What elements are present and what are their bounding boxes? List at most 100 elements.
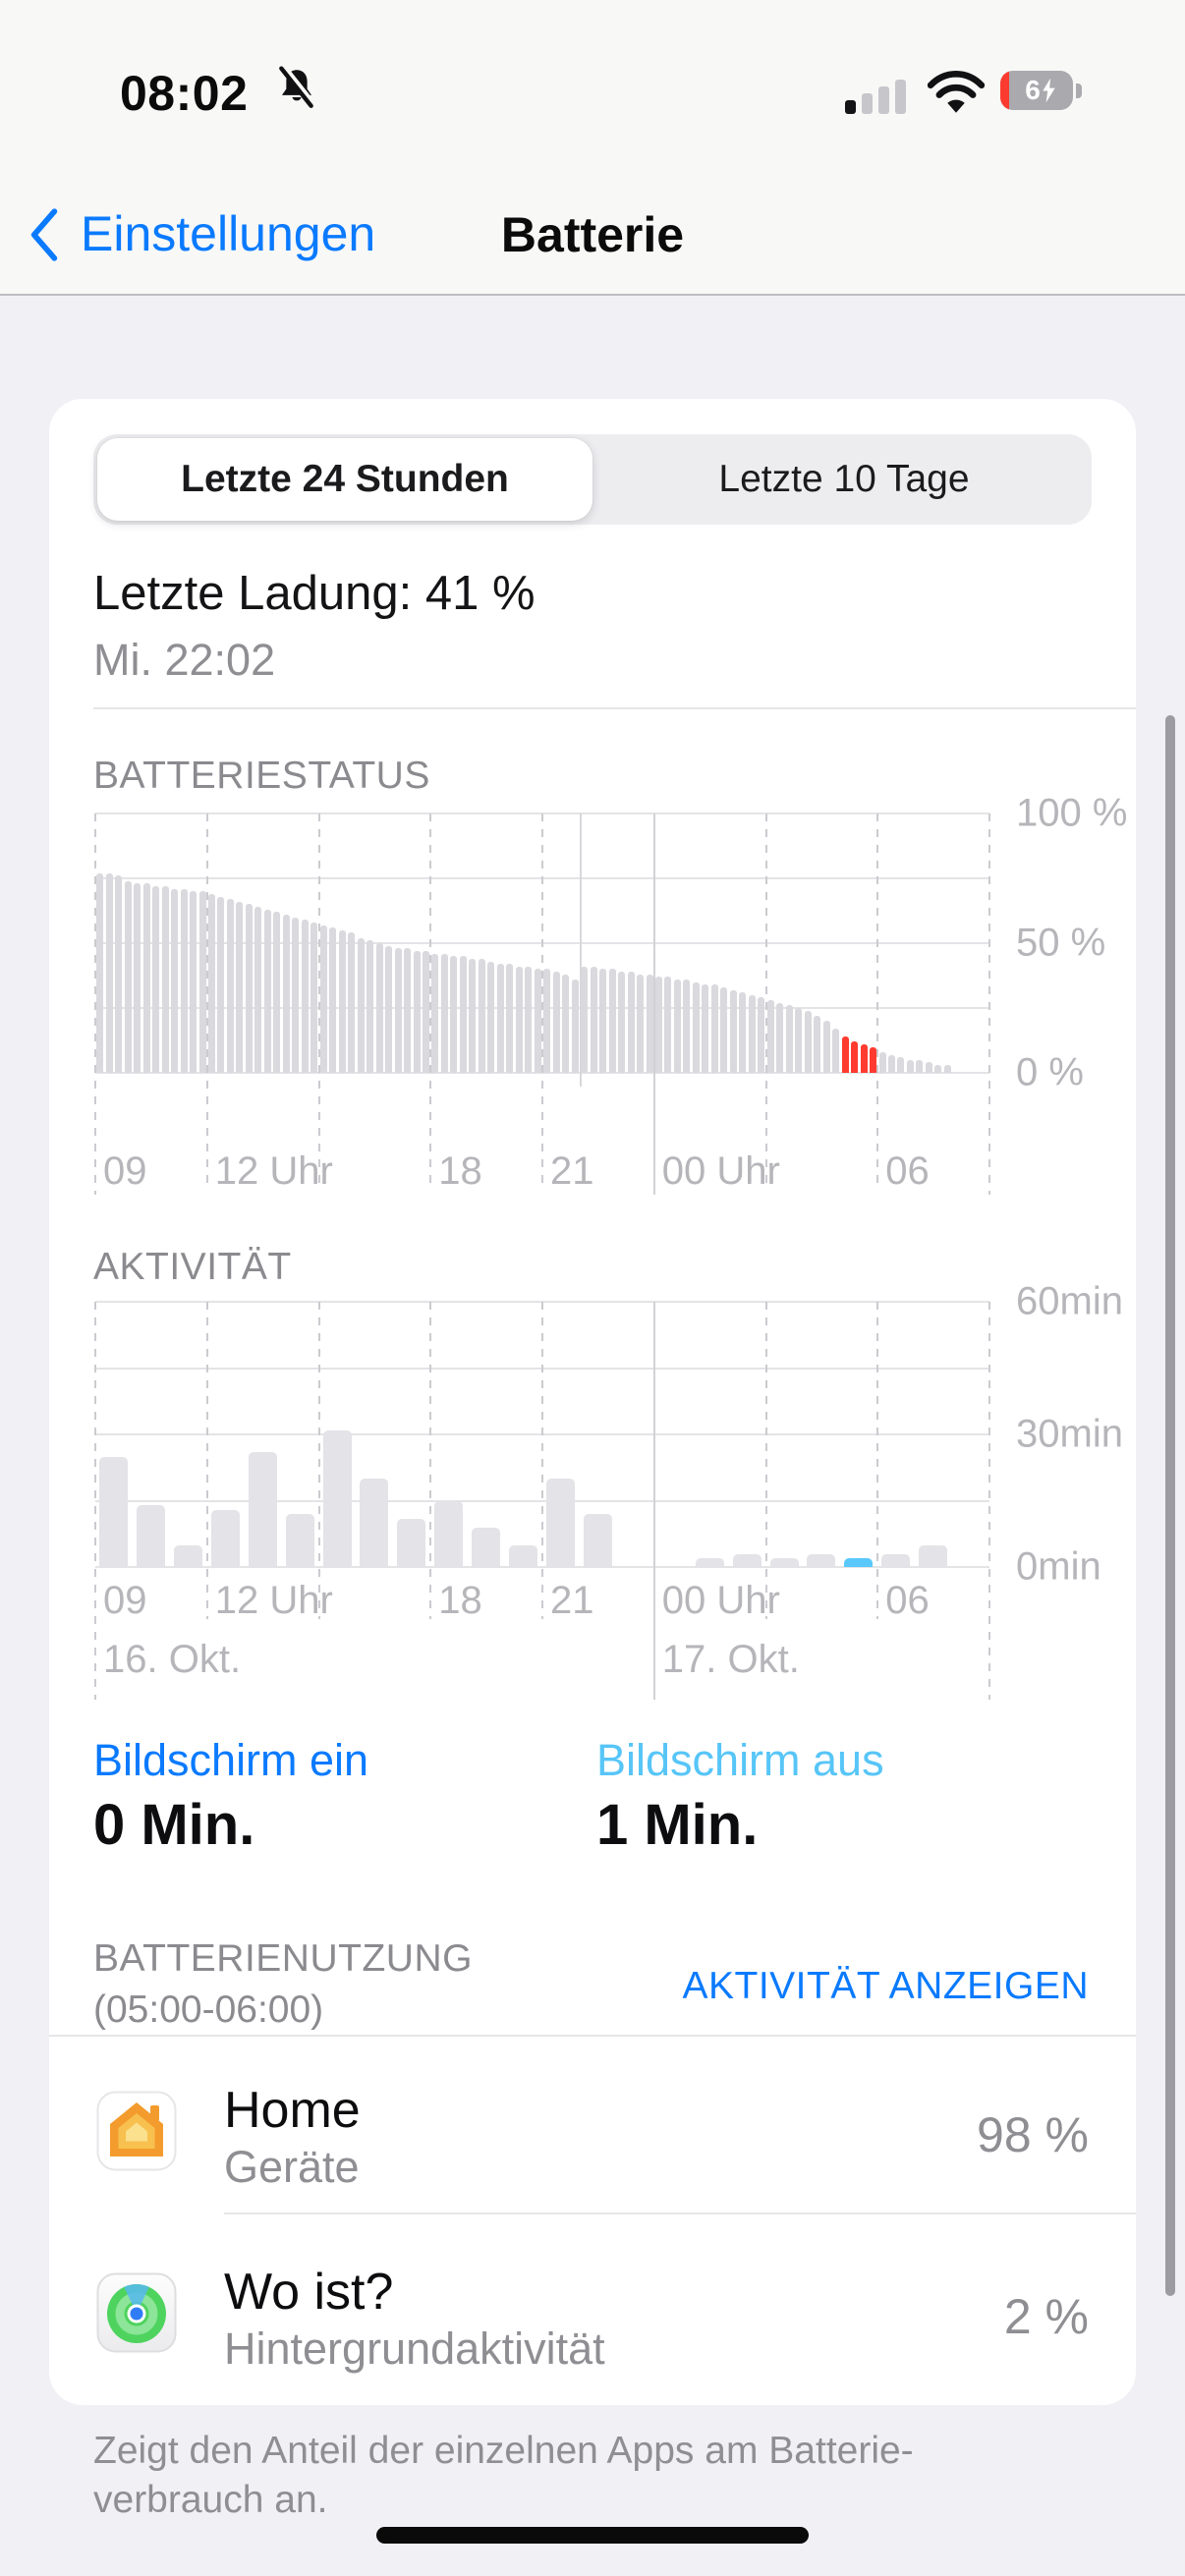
activity-bar[interactable] [919,1544,948,1567]
battery-level-bar[interactable] [338,929,346,1073]
activity-bar[interactable] [695,1558,724,1567]
battery-level-bar[interactable] [142,883,150,1073]
battery-level-bar[interactable] [720,986,728,1073]
battery-level-bar[interactable] [646,974,653,1073]
battery-level-bar[interactable] [217,896,225,1073]
segment-last-24-hours[interactable]: Letzte 24 Stunden [97,438,592,521]
battery-level-bar[interactable] [702,984,709,1073]
battery-level-bar[interactable] [171,888,178,1073]
battery-level-bar[interactable] [180,888,188,1073]
battery-level-bar[interactable] [571,980,579,1073]
battery-level-bar[interactable] [925,1062,932,1073]
battery-level-bar[interactable] [357,937,365,1073]
battery-level-bar[interactable] [897,1057,905,1073]
battery-level-bar[interactable] [887,1054,895,1073]
battery-level-bar[interactable] [822,1021,830,1073]
battery-level-bar[interactable] [348,932,356,1073]
battery-level-bar[interactable] [785,1005,793,1073]
app-name[interactable]: Home [224,2082,361,2139]
battery-level-bar[interactable] [367,940,374,1073]
battery-level-bar[interactable] [934,1065,942,1073]
battery-level-bar[interactable] [105,872,113,1073]
battery-level-bar[interactable] [710,984,718,1073]
battery-level-bar[interactable] [423,950,429,1073]
battery-level-bar[interactable] [906,1059,914,1073]
battery-level-bar[interactable] [263,909,271,1073]
battery-level-bar[interactable] [496,964,504,1073]
show-activity-button[interactable]: AKTIVITÄT ANZEIGEN [682,1965,1089,2007]
battery-level-bar[interactable] [729,989,737,1073]
battery-level-bar[interactable] [525,966,533,1073]
battery-level-bar[interactable] [608,969,616,1073]
battery-level-bar[interactable] [329,927,337,1073]
activity-bar[interactable] [546,1479,575,1567]
battery-level-bar[interactable] [804,1010,812,1073]
activity-bar[interactable] [472,1527,501,1567]
battery-level-bar[interactable] [161,885,169,1073]
back-button[interactable] [24,206,63,268]
battery-level-bar[interactable] [301,920,309,1073]
battery-level-bar[interactable] [459,956,467,1073]
battery-level-bar[interactable] [152,885,160,1073]
activity-bar[interactable] [807,1553,836,1567]
battery-level-bar[interactable] [273,912,281,1073]
battery-level-bar[interactable] [254,907,262,1073]
battery-level-bar[interactable] [394,948,402,1073]
battery-level-bar[interactable] [487,961,495,1073]
battery-level-bar[interactable] [655,977,662,1073]
battery-level-bar[interactable] [683,980,691,1073]
activity-bar[interactable] [583,1514,612,1567]
battery-level-bar[interactable] [236,901,244,1073]
battery-level-bar[interactable] [245,904,253,1073]
activity-bar[interactable] [99,1456,128,1567]
segment-last-10-days[interactable]: Letzte 10 Tage [718,458,970,500]
battery-level-bar[interactable] [375,943,383,1073]
battery-level-bar[interactable] [310,922,318,1073]
battery-level-bar[interactable] [832,1029,840,1073]
battery-level-bar[interactable] [795,1008,803,1073]
battery-level-bar[interactable] [766,1000,774,1073]
activity-bar[interactable] [881,1553,911,1567]
battery-level-bar[interactable] [562,974,570,1073]
battery-level-bar[interactable] [282,915,290,1073]
scrollbar[interactable] [1165,715,1175,2296]
battery-level-bar[interactable] [450,956,458,1073]
battery-level-bar[interactable] [124,880,132,1073]
activity-bar[interactable] [173,1544,202,1567]
battery-level-bar[interactable] [226,899,234,1073]
battery-level-bar[interactable] [860,1044,868,1073]
battery-level-bar[interactable] [590,966,597,1073]
battery-level-bar[interactable] [878,1051,886,1073]
battery-level-bar[interactable] [96,872,104,1073]
battery-level-bar[interactable] [599,969,607,1073]
activity-bar[interactable] [248,1452,277,1567]
battery-level-bar[interactable] [469,958,477,1073]
battery-level-bar[interactable] [664,977,672,1073]
battery-level-bar[interactable] [692,981,700,1073]
battery-level-bar[interactable] [440,953,448,1073]
battery-level-bar[interactable] [627,972,635,1073]
activity-bar[interactable] [844,1558,874,1567]
activity-bar[interactable] [285,1514,314,1567]
battery-level-bar[interactable] [404,948,411,1073]
activity-bar[interactable] [732,1553,762,1567]
battery-level-bar[interactable] [776,1002,784,1073]
battery-level-bar[interactable] [134,883,141,1073]
battery-level-bar[interactable] [515,966,523,1073]
battery-level-bar[interactable] [673,980,681,1073]
battery-level-bar[interactable] [758,997,765,1073]
battery-level-bar[interactable] [637,974,644,1073]
activity-bar[interactable] [360,1479,389,1567]
battery-level-bar[interactable] [870,1046,876,1073]
battery-level-bar[interactable] [208,893,215,1073]
battery-level-bar[interactable] [581,966,589,1073]
battery-level-plot[interactable] [95,812,989,1074]
battery-level-bar[interactable] [198,891,206,1073]
battery-level-bar[interactable] [552,972,560,1073]
activity-bar[interactable] [509,1544,538,1567]
battery-level-bar[interactable] [115,875,123,1073]
battery-level-bar[interactable] [841,1036,849,1073]
battery-level-bar[interactable] [385,945,393,1073]
battery-level-bar[interactable] [739,992,747,1073]
battery-level-bar[interactable] [943,1065,951,1073]
